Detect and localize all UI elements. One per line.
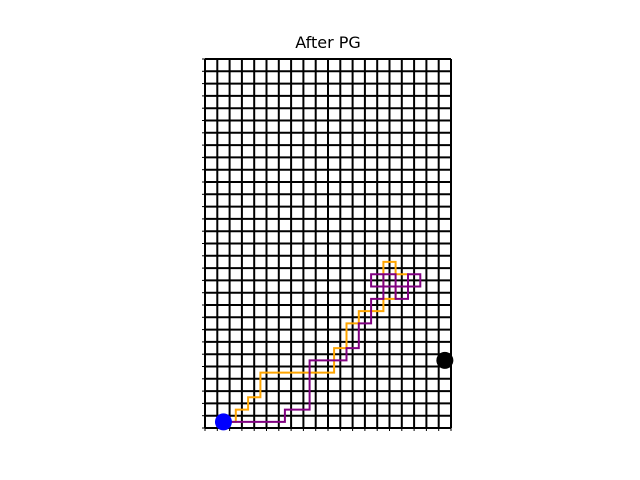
chart-title: After PG bbox=[295, 33, 361, 52]
start-marker bbox=[214, 413, 232, 431]
path-purple bbox=[223, 273, 422, 423]
goal-marker bbox=[436, 351, 454, 369]
